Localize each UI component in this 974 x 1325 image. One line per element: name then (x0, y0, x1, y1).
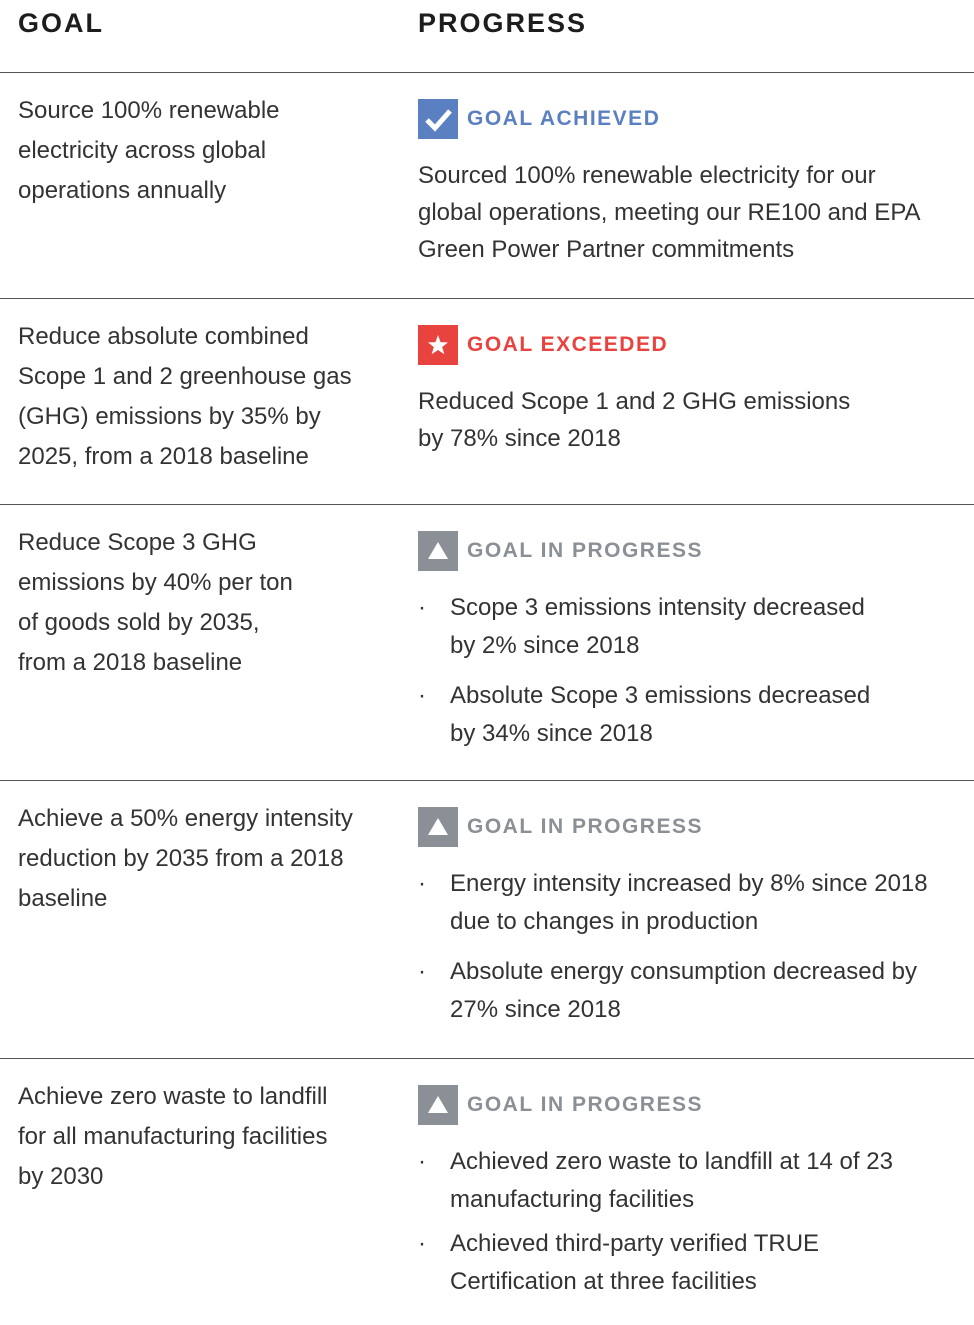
status-badge: GOAL ACHIEVED (418, 99, 660, 139)
progress-text: Sourced 100% renewable electricity for o… (418, 162, 921, 263)
bullet: Energy intensity increased by 8% since 2… (418, 865, 928, 941)
goal-row: Achieve zero waste to landfill for all m… (0, 1058, 974, 1325)
status-label: GOAL ACHIEVED (467, 107, 661, 130)
goal-text: Reduce Scope 3 GHG emissions by 40% per … (18, 529, 293, 676)
goal-row: Source 100% renewable electricity across… (0, 72, 974, 299)
status-label: GOAL IN PROGRESS (467, 815, 703, 838)
goal-text: Achieve zero waste to landfill for all m… (18, 1083, 328, 1190)
status-label: GOAL IN PROGRESS (467, 1093, 703, 1116)
progress-list: Achieved zero waste to landfill at 14 of… (418, 1143, 893, 1313)
progress-list: Scope 3 emissions intensity decreased by… (418, 589, 870, 765)
bullet: Absolute energy consumption decreased by… (418, 953, 928, 1029)
goal-text: Source 100% renewable electricity across… (18, 97, 280, 204)
bullet: Scope 3 emissions intensity decreased by… (418, 589, 870, 665)
status-label: GOAL IN PROGRESS (467, 539, 703, 562)
goal-text: Reduce absolute combined Scope 1 and 2 g… (18, 323, 352, 470)
triangle-icon (418, 807, 458, 847)
star-icon (418, 325, 458, 365)
status-badge: GOAL EXCEEDED (418, 325, 668, 365)
goal-text: Achieve a 50% energy intensity reduction… (18, 805, 353, 912)
goal-row: Reduce absolute combined Scope 1 and 2 g… (0, 298, 974, 505)
triangle-icon (418, 1085, 458, 1125)
status-badge: GOAL IN PROGRESS (418, 1085, 703, 1125)
status-badge: GOAL IN PROGRESS (418, 531, 703, 571)
status-badge: GOAL IN PROGRESS (418, 807, 703, 847)
progress-list: Energy intensity increased by 8% since 2… (418, 865, 928, 1041)
status-label: GOAL EXCEEDED (467, 333, 669, 356)
bullet: Achieved third-party verified TRUE Certi… (418, 1225, 893, 1301)
column-header: PROGRESS (418, 8, 588, 38)
goal-row: Reduce Scope 3 GHG emissions by 40% per … (0, 504, 974, 781)
check-icon (418, 99, 458, 139)
triangle-icon (418, 531, 458, 571)
bullet: Absolute Scope 3 emissions decreased by … (418, 677, 870, 753)
progress-text: Reduced Scope 1 and 2 GHG emissions by 7… (418, 388, 851, 452)
bullet: Achieved zero waste to landfill at 14 of… (418, 1143, 893, 1219)
column-header: GOAL (18, 8, 104, 38)
goal-row: Achieve a 50% energy intensity reduction… (0, 780, 974, 1059)
